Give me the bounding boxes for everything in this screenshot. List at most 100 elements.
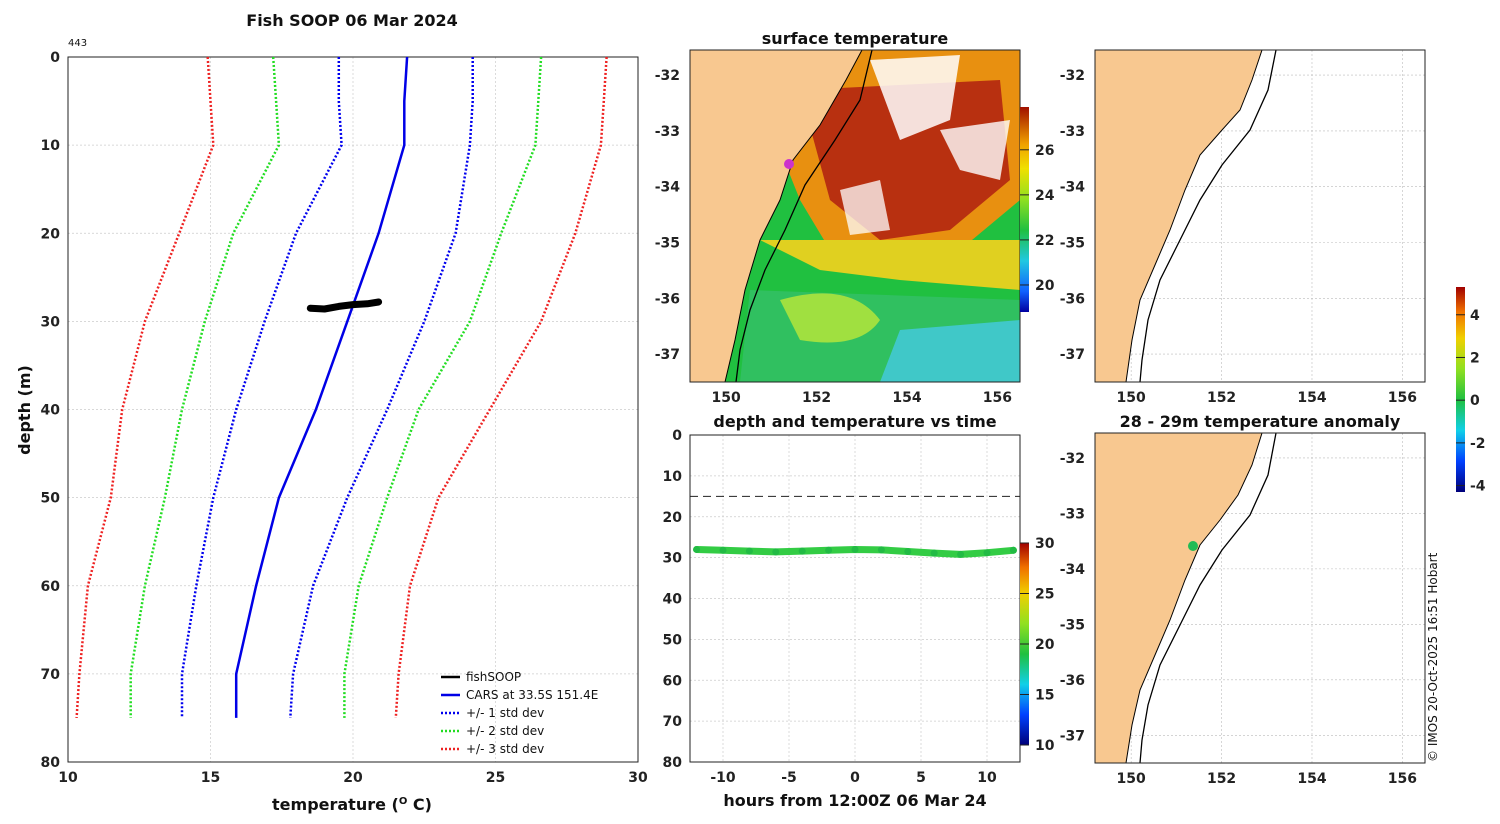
cbar-tick-label: 20 xyxy=(1035,637,1055,653)
coast-axes xyxy=(1094,49,1426,383)
legend-label: CARS at 33.5S 151.4E xyxy=(466,688,598,702)
depth-point xyxy=(930,549,938,557)
time-series xyxy=(693,545,1017,558)
cbar-tick-label: 24 xyxy=(1035,188,1055,204)
time-y-tick: 80 xyxy=(663,755,683,771)
profile-lines xyxy=(75,56,608,718)
legend-label: +/- 2 std dev xyxy=(466,724,544,738)
map-x-tick: 150 xyxy=(1117,771,1146,787)
legend-label: +/- 3 std dev xyxy=(466,742,544,756)
series--2-std-dev xyxy=(129,56,281,718)
cbar-tick-label: 22 xyxy=(1035,233,1054,249)
cbar-tick-label: -4 xyxy=(1470,479,1486,495)
depth-point xyxy=(1009,546,1017,554)
depth-point xyxy=(983,549,991,557)
map-x-tick: 154 xyxy=(892,390,921,406)
map-y-tick: -36 xyxy=(1060,291,1085,307)
legend-label: +/- 1 std dev xyxy=(466,706,544,720)
profile-tag: 443 xyxy=(68,38,87,49)
map-y-tick: -35 xyxy=(655,236,680,252)
depth-point xyxy=(745,547,753,555)
legend-label: fishSOOP xyxy=(466,670,521,684)
depth-point xyxy=(798,547,806,555)
map-y-tick: -37 xyxy=(1060,728,1085,744)
y-tick-label: 60 xyxy=(41,579,61,595)
anomaly-colorbar xyxy=(1456,287,1465,492)
cbar-tick-label: -2 xyxy=(1470,436,1486,452)
time-y-tick: 10 xyxy=(663,469,683,485)
map-y-tick: -33 xyxy=(655,124,680,140)
time-y-tick: 70 xyxy=(663,714,683,730)
time-grid xyxy=(690,434,1020,763)
series--3-std-dev xyxy=(394,56,608,718)
anomaly-grid xyxy=(1095,433,1425,763)
y-tick-label: 50 xyxy=(41,491,61,507)
map-x-tick: 152 xyxy=(1207,390,1236,406)
map-x-tick: 150 xyxy=(712,390,741,406)
map-y-tick: -34 xyxy=(1060,180,1086,196)
depth-point xyxy=(957,550,965,558)
map-y-tick: -33 xyxy=(1060,124,1085,140)
anomaly-title: 28 - 29m temperature anomaly xyxy=(1120,412,1401,431)
depth-point xyxy=(693,545,701,553)
time-title: depth and temperature vs time xyxy=(713,412,996,431)
profile-ylabel: depth (m) xyxy=(15,365,34,455)
x-tick-label: 25 xyxy=(486,770,505,786)
map-y-tick: -34 xyxy=(1060,562,1086,578)
x-tick-label: 15 xyxy=(201,770,220,786)
map-y-tick: -34 xyxy=(655,180,681,196)
anomaly-map-panel: 28 - 29m temperature anomaly 150 152 154 15… xyxy=(1060,412,1426,787)
map-x-tick: 156 xyxy=(983,390,1012,406)
cbar-tick-label: 25 xyxy=(1035,587,1054,603)
y-tick-label: 30 xyxy=(41,314,61,330)
map-y-tick: -37 xyxy=(655,347,680,363)
sst-title: surface temperature xyxy=(762,29,949,48)
depth-point xyxy=(904,547,912,555)
time-x-tick: -5 xyxy=(781,770,797,786)
profile-grid xyxy=(67,56,639,763)
map-y-tick: -32 xyxy=(1060,451,1085,467)
coast-map-panel: 150 152 154 156 -32 -33 -34 -35 -36 -37 xyxy=(1060,49,1426,406)
time-x-tick: -10 xyxy=(710,770,736,786)
cbar-tick-label: 20 xyxy=(1035,278,1055,294)
profile-panel: Fish SOOP 06 Mar 2024 443 10 15 20 25 30 0 10 2… xyxy=(15,11,648,814)
map-y-tick: -35 xyxy=(1060,617,1085,633)
x-tick-label: 20 xyxy=(343,770,363,786)
sst-colorbar xyxy=(1020,107,1029,312)
anomaly-colorbar-ticks: 4 2 0 -2 -4 xyxy=(1456,308,1486,495)
sst-image xyxy=(690,50,1020,382)
anomaly-axes xyxy=(1094,432,1426,764)
time-y-tick: 40 xyxy=(663,592,683,608)
time-x-tick: 0 xyxy=(850,770,860,786)
cbar-tick-label: 26 xyxy=(1035,143,1054,159)
coast-land xyxy=(1095,50,1263,382)
profile-ticks: 10 15 20 25 30 0 10 20 30 40 50 60 70 80 xyxy=(41,50,648,786)
anomaly-isobath xyxy=(1139,433,1277,763)
map-y-tick: -36 xyxy=(655,291,680,307)
coast-isobath xyxy=(1139,50,1277,382)
map-y-tick: -32 xyxy=(655,68,680,84)
map-x-tick: 154 xyxy=(1297,390,1326,406)
series--1-std-dev xyxy=(180,57,343,718)
profile-title: Fish SOOP 06 Mar 2024 xyxy=(246,11,457,30)
map-y-tick: -36 xyxy=(1060,673,1085,689)
time-y-tick: 50 xyxy=(663,632,683,648)
x-tick-label: 10 xyxy=(58,770,78,786)
cbar-tick-label: 30 xyxy=(1035,536,1055,552)
time-y-tick: 0 xyxy=(672,428,682,444)
time-y-tick: 60 xyxy=(663,673,683,689)
map-x-tick: 152 xyxy=(802,390,831,406)
position-marker xyxy=(784,159,794,169)
time-x-tick: 5 xyxy=(916,770,926,786)
y-tick-label: 40 xyxy=(41,403,61,419)
time-ticks: -10 -5 0 5 10 0 10 20 30 40 50 60 70 80 xyxy=(663,428,997,786)
map-x-tick: 150 xyxy=(1117,390,1146,406)
map-y-tick: -33 xyxy=(1060,506,1085,522)
profile-legend: fishSOOP CARS at 33.5S 151.4E +/- 1 std de… xyxy=(441,670,598,756)
time-colorbar-ticks: 30 25 20 15 10 xyxy=(1020,536,1055,754)
cbar-tick-label: 2 xyxy=(1470,350,1480,366)
series--3-std-dev xyxy=(75,56,215,718)
series-cars-at-33-5s-151-4e xyxy=(234,56,409,718)
cbar-tick-label: 4 xyxy=(1470,308,1480,324)
time-x-tick: 10 xyxy=(977,770,997,786)
